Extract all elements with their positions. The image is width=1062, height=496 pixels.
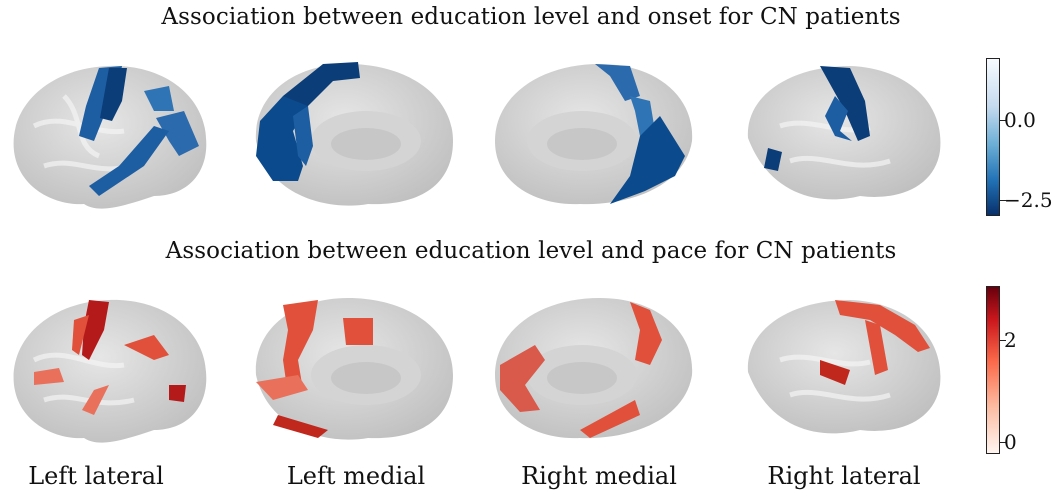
pace-region — [500, 345, 545, 412]
view-label-left-lateral: Left lateral — [28, 462, 164, 490]
onset-colorbar — [986, 58, 1000, 216]
pace-region — [82, 385, 109, 415]
onset-region — [764, 148, 782, 171]
pace-region — [283, 300, 318, 395]
pace-left-medial-brain — [255, 298, 453, 440]
onset-left-medial-brain — [255, 62, 453, 206]
onset-row-title: Association between education level and … — [161, 4, 901, 30]
pace-colorbar-tick-label: 0 — [1004, 430, 1017, 454]
pace-region — [273, 415, 328, 438]
onset-region — [630, 96, 655, 136]
pace-region — [343, 318, 373, 345]
onset-region — [100, 68, 127, 121]
pace-colorbar-tick — [1000, 340, 1006, 341]
pace-right-medial-brain — [495, 298, 693, 439]
onset-colorbar-tick-label: −2.5 — [1004, 188, 1053, 212]
onset-colorbar-tick-label: 0.0 — [1004, 108, 1036, 132]
pace-region — [82, 300, 109, 360]
onset-region — [820, 66, 870, 141]
onset-region — [293, 106, 313, 166]
pace-region — [256, 375, 308, 400]
onset-region — [595, 64, 640, 101]
view-label-right-medial: Right medial — [521, 462, 677, 490]
onset-region — [144, 86, 174, 111]
pace-colorbar-tick — [1000, 442, 1006, 443]
pace-region — [630, 302, 662, 365]
onset-region — [825, 96, 852, 141]
onset-colorbar-tick — [1000, 200, 1006, 201]
view-label-left-medial: Left medial — [286, 462, 426, 490]
onset-right-lateral-brain — [747, 66, 941, 200]
onset-region — [283, 62, 360, 116]
pace-region — [72, 315, 89, 355]
onset-left-lateral-brain — [13, 65, 207, 209]
onset-colorbar-tick — [1000, 120, 1006, 121]
onset-right-medial-brain — [495, 64, 693, 205]
pace-colorbar — [986, 286, 1000, 454]
pace-region — [580, 400, 640, 438]
pace-region — [820, 360, 850, 385]
pace-right-lateral-brain — [747, 300, 941, 434]
onset-region — [610, 116, 685, 204]
pace-region — [124, 335, 169, 360]
pace-region — [835, 300, 930, 352]
pace-region — [169, 385, 186, 402]
onset-region — [156, 111, 199, 156]
pace-region — [34, 368, 64, 385]
pace-left-lateral-brain — [13, 299, 207, 443]
pace-colorbar-tick-label: 2 — [1004, 328, 1017, 352]
pace-row-title: Association between education level and … — [165, 238, 897, 264]
pace-region — [865, 320, 888, 375]
onset-region — [89, 126, 169, 196]
view-label-right-lateral: Right lateral — [767, 462, 921, 490]
